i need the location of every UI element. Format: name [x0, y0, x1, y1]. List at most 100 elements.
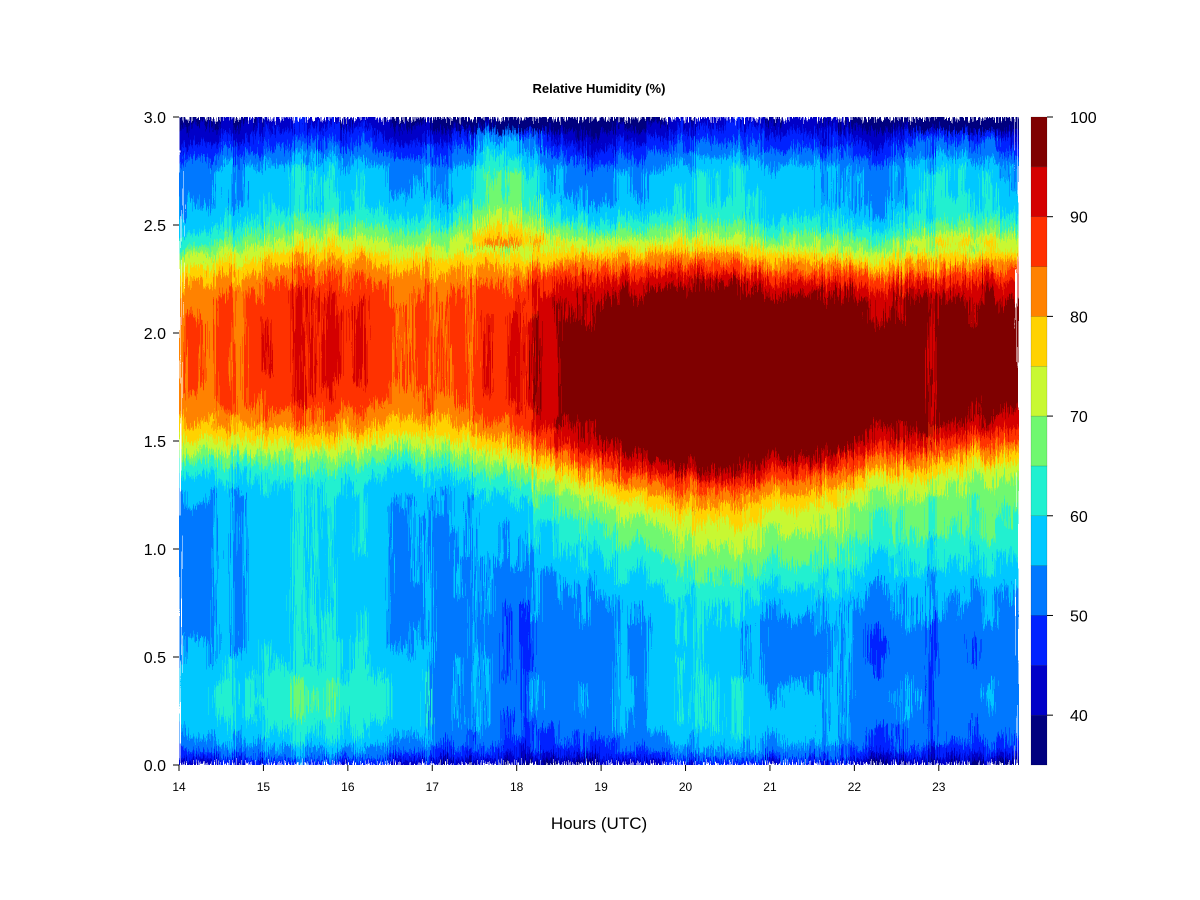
- heatmap-cell: [179, 744, 186, 753]
- heatmap-cell: [215, 522, 222, 530]
- heatmap-cell: [371, 130, 378, 138]
- heatmap-cell: [323, 744, 330, 753]
- heatmap-cell: [359, 684, 366, 692]
- heatmap-cell: [203, 346, 210, 354]
- heatmap-cell: [341, 515, 348, 523]
- heatmap-cell: [317, 474, 324, 483]
- heatmap-cell: [251, 373, 258, 381]
- heatmap-cell: [281, 150, 288, 159]
- heatmap-cell: [293, 427, 300, 435]
- heatmap-cell: [233, 427, 240, 435]
- heatmap-cell: [215, 299, 222, 307]
- heatmap-cell: [347, 717, 354, 726]
- heatmap-cell: [485, 218, 492, 226]
- heatmap-cell: [383, 609, 390, 618]
- heatmap-cell: [245, 623, 252, 631]
- heatmap-cell: [191, 265, 198, 273]
- heatmap-cell: [215, 623, 222, 631]
- heatmap-cell: [347, 657, 354, 665]
- heatmap-cell: [365, 690, 372, 699]
- heatmap-cell: [317, 488, 324, 496]
- heatmap-cell: [329, 184, 336, 192]
- heatmap-cell: [413, 326, 420, 334]
- heatmap-cell: [287, 663, 294, 672]
- heatmap-cell: [413, 717, 420, 726]
- heatmap-cell: [263, 461, 270, 469]
- heatmap-cell: [455, 731, 462, 739]
- heatmap-cell: [359, 751, 366, 759]
- heatmap-cell: [209, 306, 216, 314]
- heatmap-cell: [443, 258, 450, 267]
- heatmap-cell: [293, 150, 300, 159]
- heatmap-cell: [485, 387, 492, 395]
- heatmap-cell: [311, 137, 318, 145]
- heatmap-cell: [473, 420, 480, 429]
- heatmap-cell: [377, 393, 384, 402]
- heatmap-cell: [461, 245, 468, 253]
- heatmap-cell: [335, 211, 342, 219]
- heatmap-cell: [293, 454, 300, 462]
- heatmap-cell: [209, 171, 216, 179]
- heatmap-cell: [443, 603, 450, 611]
- heatmap-cell: [437, 603, 444, 611]
- heatmap-cell: [245, 427, 252, 435]
- heatmap-cell: [359, 353, 366, 361]
- heatmap-cell: [311, 522, 318, 530]
- heatmap-cell: [413, 285, 420, 294]
- heatmap-cell: [305, 461, 312, 469]
- heatmap-cell: [425, 366, 432, 375]
- heatmap-cell: [437, 461, 444, 469]
- heatmap-cell: [191, 758, 198, 765]
- heatmap-cell: [461, 711, 468, 719]
- heatmap-cell: [455, 130, 462, 138]
- heatmap-cell: [449, 191, 456, 199]
- heatmap-cell: [263, 198, 270, 206]
- heatmap-cell: [257, 137, 264, 145]
- heatmap-cell: [437, 650, 444, 658]
- heatmap-cell: [365, 731, 372, 739]
- heatmap-cell: [317, 684, 324, 692]
- heatmap-cell: [209, 393, 216, 402]
- heatmap-cell: [353, 414, 360, 422]
- heatmap-cell: [485, 555, 492, 564]
- heatmap-cells: [179, 117, 1019, 765]
- heatmap-cell: [419, 724, 426, 732]
- heatmap-cell: [389, 238, 396, 246]
- heatmap-cell: [317, 650, 324, 658]
- heatmap-cell: [413, 353, 420, 361]
- heatmap-cell: [371, 616, 378, 624]
- heatmap-cell: [221, 218, 228, 226]
- heatmap-cell: [233, 137, 240, 145]
- heatmap-cell: [215, 481, 222, 489]
- heatmap-cell: [185, 731, 192, 739]
- heatmap-cell: [179, 724, 186, 732]
- heatmap-cell: [335, 157, 342, 165]
- heatmap-cell: [377, 231, 384, 240]
- heatmap-cell: [191, 434, 198, 442]
- heatmap-cell: [401, 616, 408, 624]
- heatmap-cell: [461, 576, 468, 584]
- heatmap-cell: [185, 623, 192, 631]
- heatmap-cell: [299, 711, 306, 719]
- heatmap-cell: [461, 623, 468, 631]
- heatmap-cell: [245, 616, 252, 624]
- heatmap-cell: [257, 366, 264, 375]
- heatmap-cell: [377, 171, 384, 179]
- heatmap-cell: [473, 636, 480, 645]
- heatmap-cell: [239, 218, 246, 226]
- heatmap-cell: [275, 272, 282, 280]
- heatmap-cell: [371, 576, 378, 584]
- heatmap-cell: [191, 488, 198, 496]
- heatmap-cell: [191, 427, 198, 435]
- heatmap-cell: [281, 191, 288, 199]
- heatmap-cell: [257, 333, 264, 341]
- heatmap-cell: [227, 123, 234, 132]
- heatmap-cell: [371, 630, 378, 638]
- heatmap-cell: [191, 515, 198, 523]
- heatmap-cell: [239, 299, 246, 307]
- heatmap-cell: [263, 339, 270, 348]
- heatmap-cell: [179, 123, 186, 132]
- heatmap-cell: [485, 643, 492, 651]
- heatmap-cell: [233, 657, 240, 665]
- heatmap-cell: [455, 495, 462, 503]
